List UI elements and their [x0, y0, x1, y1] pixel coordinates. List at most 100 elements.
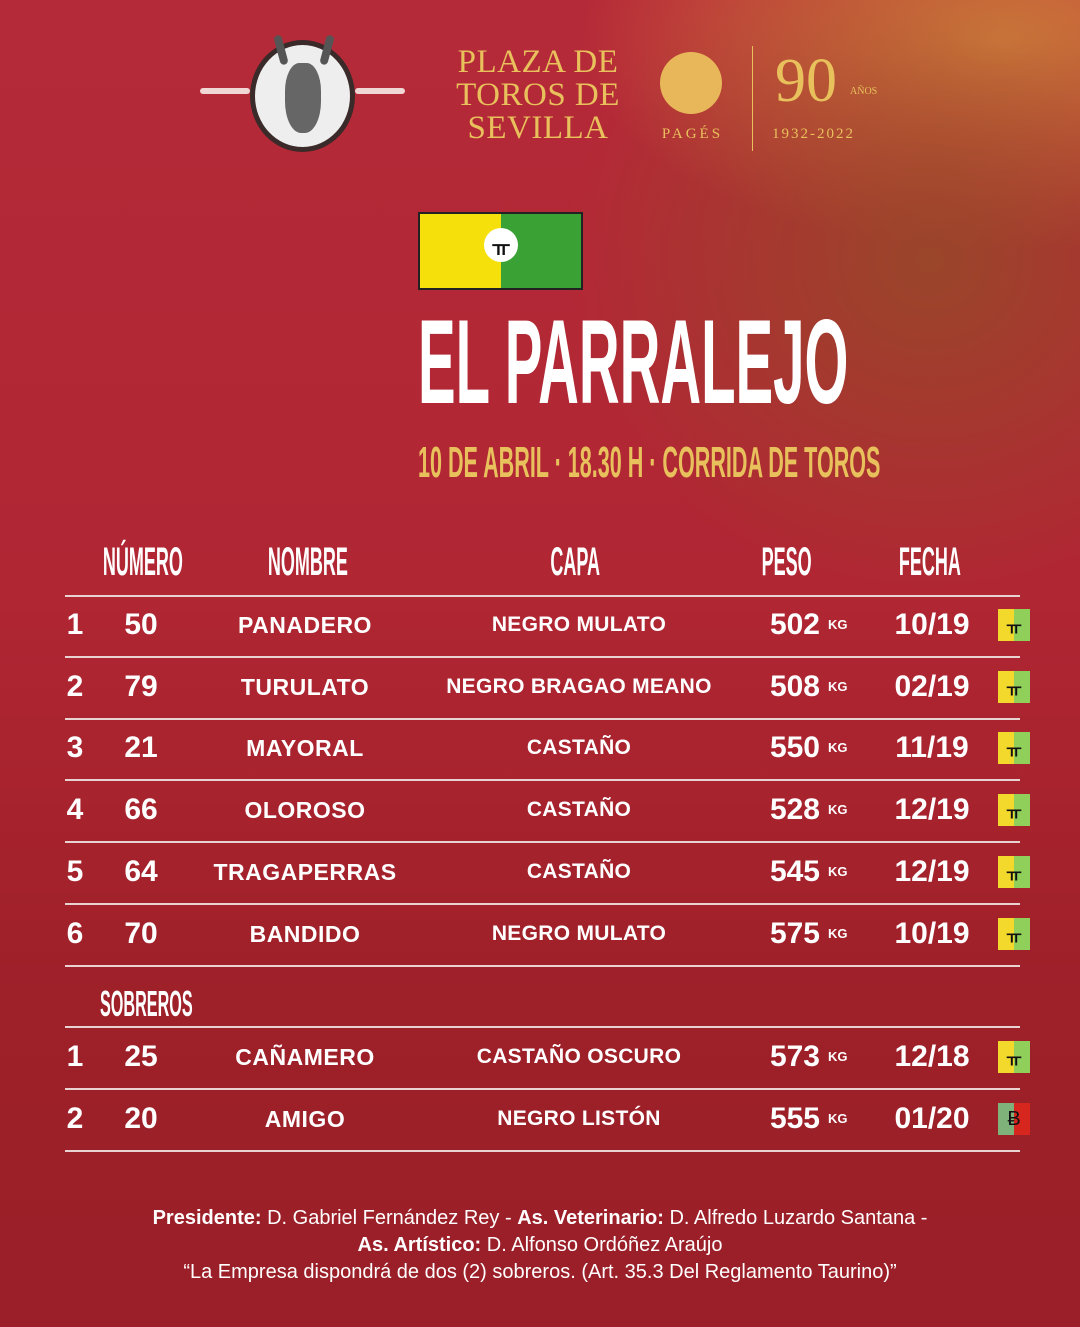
- venue-line: PLAZA DE: [457, 44, 619, 80]
- row-index: 2: [66, 670, 84, 703]
- header-nombre: NOMBRE: [267, 540, 349, 584]
- bull-number: 66: [124, 793, 158, 826]
- anniversary-word: AÑOS: [850, 86, 878, 97]
- anniversary-years: 1932-2022: [772, 126, 855, 142]
- weight-unit: KG: [828, 864, 848, 879]
- table-row: 1 25 CAÑAMERO CASTAÑO OSCURO 573 KG 12/18 ᚂ: [0, 1037, 1080, 1077]
- birth-date: 10/19: [894, 608, 970, 641]
- el-parralejo-brand-icon: ᚂ: [998, 732, 1030, 764]
- ranch-flag: [418, 212, 583, 290]
- table-row: 6 70 BANDIDO NEGRO MULATO 575 KG 10/19 ᚂ: [0, 914, 1080, 954]
- bull-coat: NEGRO MULATO: [491, 922, 667, 945]
- weight-unit: KG: [828, 802, 848, 817]
- artistico-label: As. Artístico:: [357, 1234, 482, 1256]
- bull-name: MAYORAL: [246, 735, 364, 761]
- bull-name: AMIGO: [264, 1106, 346, 1132]
- veterinario-label: As. Veterinario:: [517, 1207, 664, 1229]
- anniversary-number: 90: [775, 47, 837, 115]
- bull-weight: 575: [769, 917, 820, 950]
- divider: [752, 46, 753, 151]
- ribbon-right-icon: [355, 88, 405, 94]
- header-numero: NÚMERO: [102, 540, 184, 584]
- venue-name: PLAZA DE TOROS DE SEVILLA: [448, 46, 628, 145]
- bull-coat: NEGRO BRAGAO MEANO: [446, 675, 712, 698]
- el-parralejo-brand-icon: ᚂ: [998, 671, 1030, 703]
- green-red-b-brand-icon: Ƀ: [998, 1103, 1030, 1135]
- row-index: 5: [66, 855, 84, 888]
- birth-date: 10/19: [894, 917, 970, 950]
- bull-number: 50: [124, 608, 158, 641]
- credits: Presidente: D. Gabriel Fernández Rey - A…: [0, 1205, 1080, 1286]
- row-index: 1: [66, 608, 84, 641]
- bull-number: 25: [124, 1040, 158, 1073]
- row-divider: [65, 779, 1020, 781]
- weight-unit: KG: [828, 1111, 848, 1126]
- table-row: 4 66 OLOROSO CASTAÑO 528 KG 12/19 ᚂ: [0, 790, 1080, 830]
- bull-coat: NEGRO MULATO: [491, 613, 667, 636]
- bull-number: 70: [124, 917, 158, 950]
- bull-name: TURULATO: [240, 674, 370, 700]
- table-row: 1 50 PANADERO NEGRO MULATO 502 KG 10/19 ᚂ: [0, 605, 1080, 645]
- bull-weight: 545: [769, 855, 820, 888]
- event-details: 10 DE ABRIL · 18.30 H · CORRIDA DE TOROS: [418, 438, 881, 487]
- header-capa: CAPA: [550, 540, 600, 584]
- regulation-note: “La Empresa dispondrá de dos (2) sobrero…: [183, 1261, 897, 1283]
- table-row: 3 21 MAYORAL CASTAÑO 550 KG 11/19 ᚂ: [0, 728, 1080, 768]
- header-fecha: FECHA: [898, 540, 962, 584]
- bull-weight: 550: [769, 731, 820, 764]
- row-index: 1: [66, 1040, 84, 1073]
- weight-unit: KG: [828, 679, 848, 694]
- header-peso: PESO: [761, 540, 813, 584]
- bull-weight: 573: [769, 1040, 820, 1073]
- row-index: 2: [66, 1102, 84, 1135]
- veterinario-value: D. Alfredo Luzardo Santana -: [663, 1207, 928, 1229]
- ranch-name: EL PARRALEJO: [418, 295, 849, 429]
- birth-date: 11/19: [895, 731, 969, 764]
- weight-unit: KG: [828, 617, 848, 632]
- sponsor-name: PAGÉS: [661, 126, 724, 142]
- el-parralejo-brand-icon: ᚂ: [998, 609, 1030, 641]
- ribbon-left-icon: [200, 88, 250, 94]
- row-index: 6: [66, 917, 84, 950]
- row-divider: [65, 595, 1020, 597]
- row-divider: [65, 965, 1020, 967]
- bull-name: PANADERO: [238, 612, 372, 638]
- artistico-value: D. Alfonso Ordóñez Araújo: [481, 1234, 723, 1256]
- weight-unit: KG: [828, 1049, 848, 1064]
- bull-number: 20: [124, 1102, 158, 1135]
- bull-weight: 555: [769, 1102, 820, 1135]
- venue-line: TOROS DE: [456, 77, 620, 113]
- ranch-brand-icon: ᚂ: [484, 228, 518, 262]
- table-row: 5 64 TRAGAPERRAS CASTAÑO 545 KG 12/19 ᚂ: [0, 852, 1080, 892]
- bull-number: 79: [124, 670, 158, 703]
- weight-unit: KG: [828, 740, 848, 755]
- row-divider: [65, 1088, 1020, 1090]
- pages-logo-icon: [660, 52, 722, 114]
- heading-line-2: DE LIDIA: [65, 331, 386, 499]
- table-row: 2 79 TURULATO NEGRO BRAGAO MEANO 508 KG 02/19 ᚂ: [0, 667, 1080, 707]
- bull-weight: 502: [769, 608, 820, 641]
- row-divider: [65, 1026, 1020, 1028]
- bull-number: 64: [124, 855, 158, 888]
- birth-date: 12/19: [894, 855, 970, 888]
- bull-coat: CASTAÑO OSCURO: [476, 1045, 682, 1068]
- heading-line-1: ORDEN: [65, 191, 369, 359]
- row-divider: [65, 718, 1020, 720]
- bull-name: BANDIDO: [249, 921, 361, 947]
- row-divider: [65, 1150, 1020, 1152]
- el-parralejo-brand-icon: ᚂ: [998, 918, 1030, 950]
- bull-coat: CASTAÑO: [526, 860, 632, 883]
- bull-number: 21: [124, 731, 158, 764]
- row-divider: [65, 841, 1020, 843]
- el-parralejo-brand-icon: ᚂ: [998, 856, 1030, 888]
- table-row: 2 20 AMIGO NEGRO LISTÓN 555 KG 01/20 Ƀ: [0, 1099, 1080, 1139]
- venue-line: SEVILLA: [467, 110, 609, 146]
- weight-unit: KG: [828, 926, 848, 941]
- bull-name: TRAGAPERRAS: [213, 859, 397, 885]
- bull-coat: CASTAÑO: [526, 798, 632, 821]
- birth-date: 01/20: [894, 1102, 970, 1135]
- sobreros-heading: SOBREROS: [100, 983, 193, 1024]
- birth-date: 12/19: [894, 793, 970, 826]
- row-divider: [65, 903, 1020, 905]
